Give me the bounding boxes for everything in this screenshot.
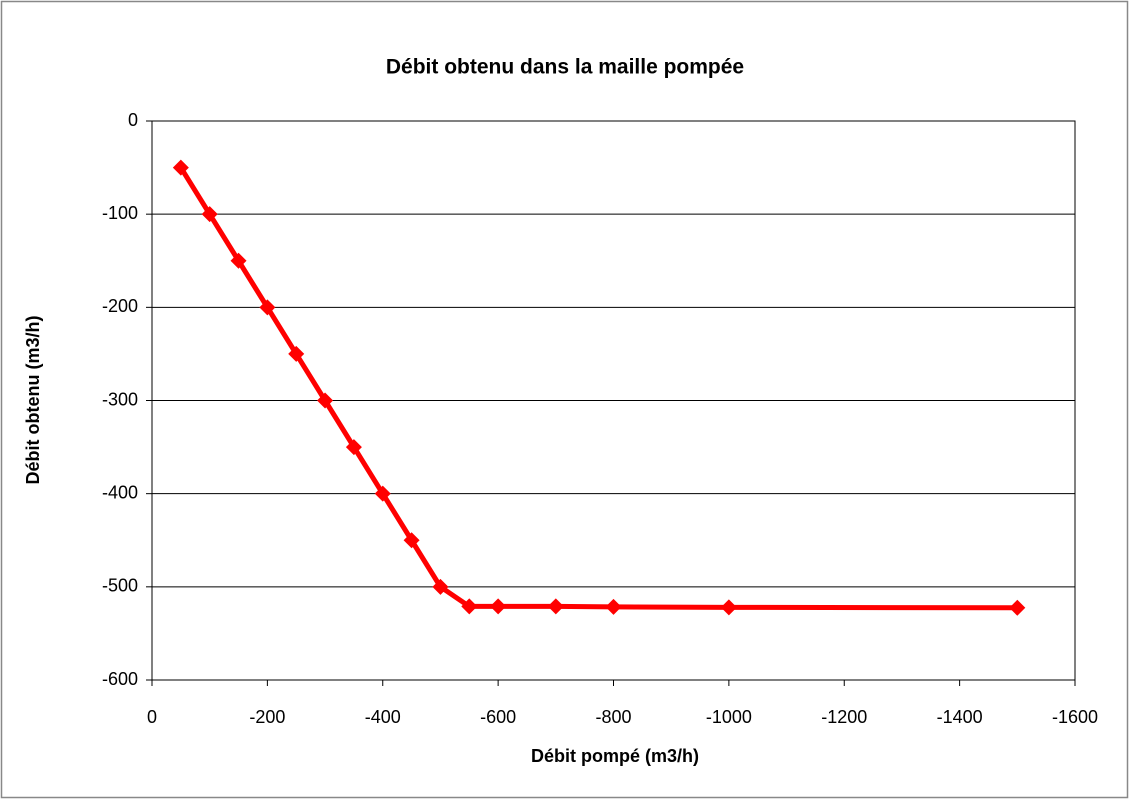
y-tick-label: -100 [102, 203, 138, 223]
data-point [547, 598, 564, 615]
data-point [1009, 599, 1026, 616]
x-tick-label: -1600 [1052, 707, 1098, 727]
data-point [605, 598, 622, 615]
chart-title: Débit obtenu dans la maille pompée [386, 56, 744, 79]
y-tick-label: -300 [102, 389, 138, 409]
x-axis-label: Débit pompé (m3/h) [531, 746, 699, 766]
data-point [374, 485, 391, 502]
data-point [288, 345, 305, 362]
data-point [490, 598, 507, 615]
data-point [461, 598, 478, 615]
data-line [178, 166, 1018, 611]
data-point [432, 578, 449, 595]
x-tick-label: 0 [147, 707, 157, 727]
y-tick-label: -600 [102, 669, 138, 689]
data-point [201, 206, 218, 223]
y-axis-label: Débit obtenu (m3/h) [23, 316, 43, 485]
x-tick-label: -400 [365, 707, 401, 727]
data-point [317, 392, 334, 409]
data-point [259, 299, 276, 316]
y-tick-label: -200 [102, 296, 138, 316]
x-tick-label: -800 [595, 707, 631, 727]
data-point [345, 439, 362, 456]
x-tick-label: -1400 [937, 707, 983, 727]
data-point [172, 159, 189, 176]
data-point [230, 252, 247, 269]
x-tick-label: -1200 [821, 707, 867, 727]
x-tick-label: -200 [249, 707, 285, 727]
x-tick-label: -1000 [706, 707, 752, 727]
y-tick-label: -400 [102, 482, 138, 502]
data-point [403, 532, 420, 549]
y-tick-label: -500 [102, 576, 138, 596]
y-tick-label: 0 [128, 110, 138, 130]
x-tick-label: -600 [480, 707, 516, 727]
plot-border [151, 120, 1076, 681]
data-point [720, 599, 737, 616]
